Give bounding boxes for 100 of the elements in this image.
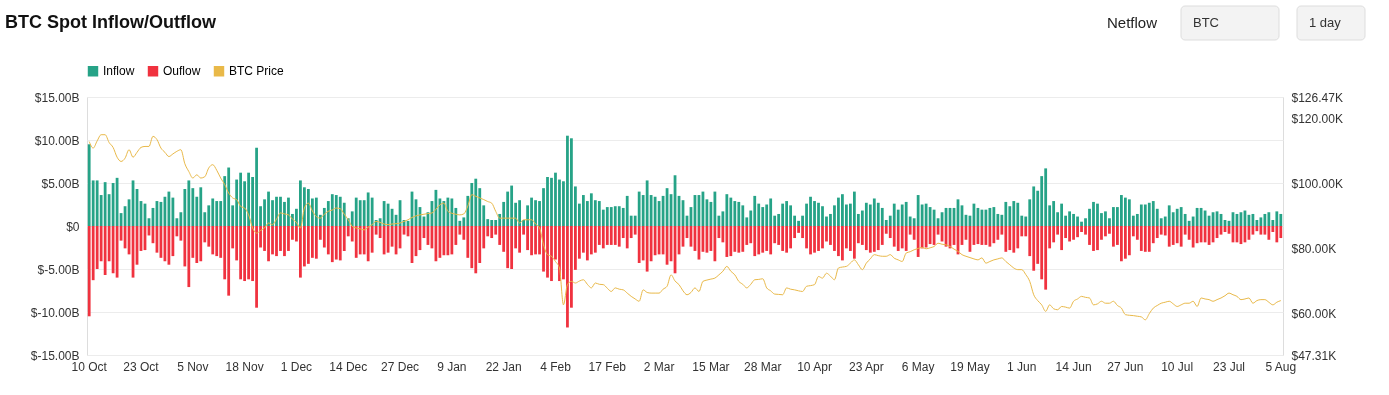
bar <box>1080 221 1083 226</box>
bar <box>1104 211 1107 226</box>
bar <box>243 226 247 282</box>
bar <box>645 226 649 272</box>
bar <box>554 172 557 226</box>
y2-tick-label: $80.00K <box>1291 241 1337 256</box>
bar <box>550 177 553 226</box>
legend-label: Ouflow <box>163 64 201 79</box>
bar <box>868 226 872 253</box>
x-tick-label: 14 Dec <box>329 359 368 374</box>
bar <box>1044 168 1048 226</box>
bar <box>1076 216 1079 226</box>
bar <box>637 191 641 226</box>
bar <box>566 135 569 226</box>
bar <box>518 200 521 226</box>
bar <box>741 226 745 252</box>
x-tick-label: 5 Nov <box>177 359 209 374</box>
bar <box>382 226 386 255</box>
bar <box>1275 226 1279 243</box>
x-tick-label: 15 Mar <box>692 359 730 374</box>
bar <box>338 226 342 261</box>
bar <box>585 226 589 261</box>
bar <box>1159 226 1163 235</box>
bar <box>864 226 868 251</box>
bar <box>876 202 880 226</box>
bar <box>837 197 840 226</box>
bar <box>761 226 765 253</box>
bar <box>1092 226 1095 251</box>
bar <box>1032 226 1036 271</box>
bar <box>1052 201 1056 226</box>
bar <box>637 226 641 263</box>
bar <box>613 206 617 226</box>
bar <box>653 196 657 226</box>
bar <box>330 194 334 226</box>
bar <box>605 207 609 226</box>
bar <box>1096 226 1099 251</box>
bar <box>593 226 597 253</box>
bar <box>916 226 920 257</box>
y-tick-label: $-5.00B <box>37 262 80 277</box>
bar <box>283 201 286 226</box>
bar <box>354 197 358 226</box>
bar <box>785 226 789 253</box>
bar <box>1179 226 1183 247</box>
bar <box>992 207 996 226</box>
bar <box>1004 226 1008 252</box>
bar <box>366 192 370 226</box>
bar <box>239 226 243 280</box>
bar <box>358 226 362 255</box>
bar <box>597 201 601 226</box>
bar <box>211 198 215 226</box>
bar <box>450 198 454 226</box>
bar <box>87 226 91 317</box>
x-tick-label: 1 Dec <box>280 359 313 374</box>
text: BTC <box>1193 15 1219 30</box>
chart-title: BTC Spot Inflow/Outflow <box>5 12 217 32</box>
bar <box>255 226 258 308</box>
x-tick-label: 10 Apr <box>797 359 832 374</box>
bar <box>757 226 761 255</box>
x-tick-label: 4 Feb <box>540 359 572 374</box>
bar <box>470 226 474 269</box>
bar <box>1123 226 1127 259</box>
bar <box>1123 197 1127 226</box>
bar <box>1195 226 1199 244</box>
bar <box>852 226 856 259</box>
bar <box>1076 226 1079 238</box>
bar <box>1032 186 1036 226</box>
bar <box>605 226 609 245</box>
bar <box>199 226 203 262</box>
bar <box>1104 226 1107 237</box>
bar <box>334 226 338 260</box>
bar <box>725 194 729 226</box>
bar <box>617 226 621 247</box>
bar <box>789 226 793 249</box>
bar <box>474 178 478 226</box>
bar <box>550 226 553 282</box>
bar <box>797 220 800 226</box>
bar <box>992 226 996 244</box>
bar <box>1155 226 1159 239</box>
bar <box>187 180 191 226</box>
y2-tick-label: $60.00K <box>1291 307 1337 322</box>
bar <box>984 226 988 245</box>
bar <box>813 226 816 253</box>
legend-label: BTC Price <box>229 64 284 79</box>
bar <box>880 207 884 226</box>
bar <box>187 226 191 288</box>
x-tick-label: 27 Dec <box>381 359 420 374</box>
bar <box>306 226 310 264</box>
bar <box>1179 207 1183 226</box>
y2-tick-label: $100.00K <box>1291 176 1343 191</box>
bar <box>1080 226 1083 233</box>
bar <box>900 204 904 226</box>
bar <box>1171 226 1175 245</box>
x-tick-label: 18 Nov <box>225 359 264 374</box>
bar <box>314 226 318 259</box>
bar <box>267 226 270 262</box>
bar <box>1263 213 1267 226</box>
bar <box>490 219 494 226</box>
bar <box>446 197 450 226</box>
x-tick-label: 9 Jan <box>437 359 467 374</box>
bar <box>506 226 510 269</box>
